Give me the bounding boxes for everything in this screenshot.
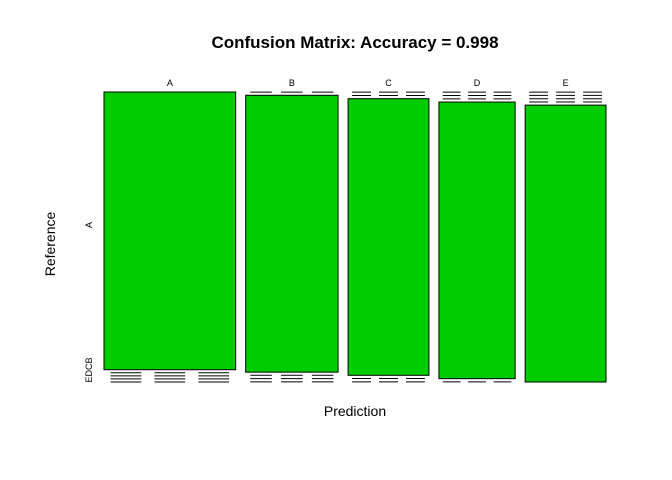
chart-title: Confusion Matrix: Accuracy = 0.998	[211, 33, 498, 52]
tile-D-D	[438, 101, 516, 380]
tile-A-A	[103, 91, 237, 371]
tile-B-B	[245, 94, 339, 373]
tile-C-C	[347, 98, 430, 376]
x-tick-A: A	[167, 78, 173, 88]
y-axis-label: Reference	[42, 211, 58, 276]
y-tick-A: A	[84, 222, 94, 228]
x-axis-label: Prediction	[324, 403, 386, 419]
tile-E-E	[524, 104, 607, 383]
x-tick-D: D	[474, 78, 481, 88]
mosaic-tiles: A B C D E A EDCB	[84, 78, 607, 383]
x-tick-C: C	[385, 78, 392, 88]
y-tick-EDCB: EDCB	[84, 357, 94, 382]
x-tick-E: E	[563, 78, 569, 88]
x-tick-B: B	[289, 78, 295, 88]
